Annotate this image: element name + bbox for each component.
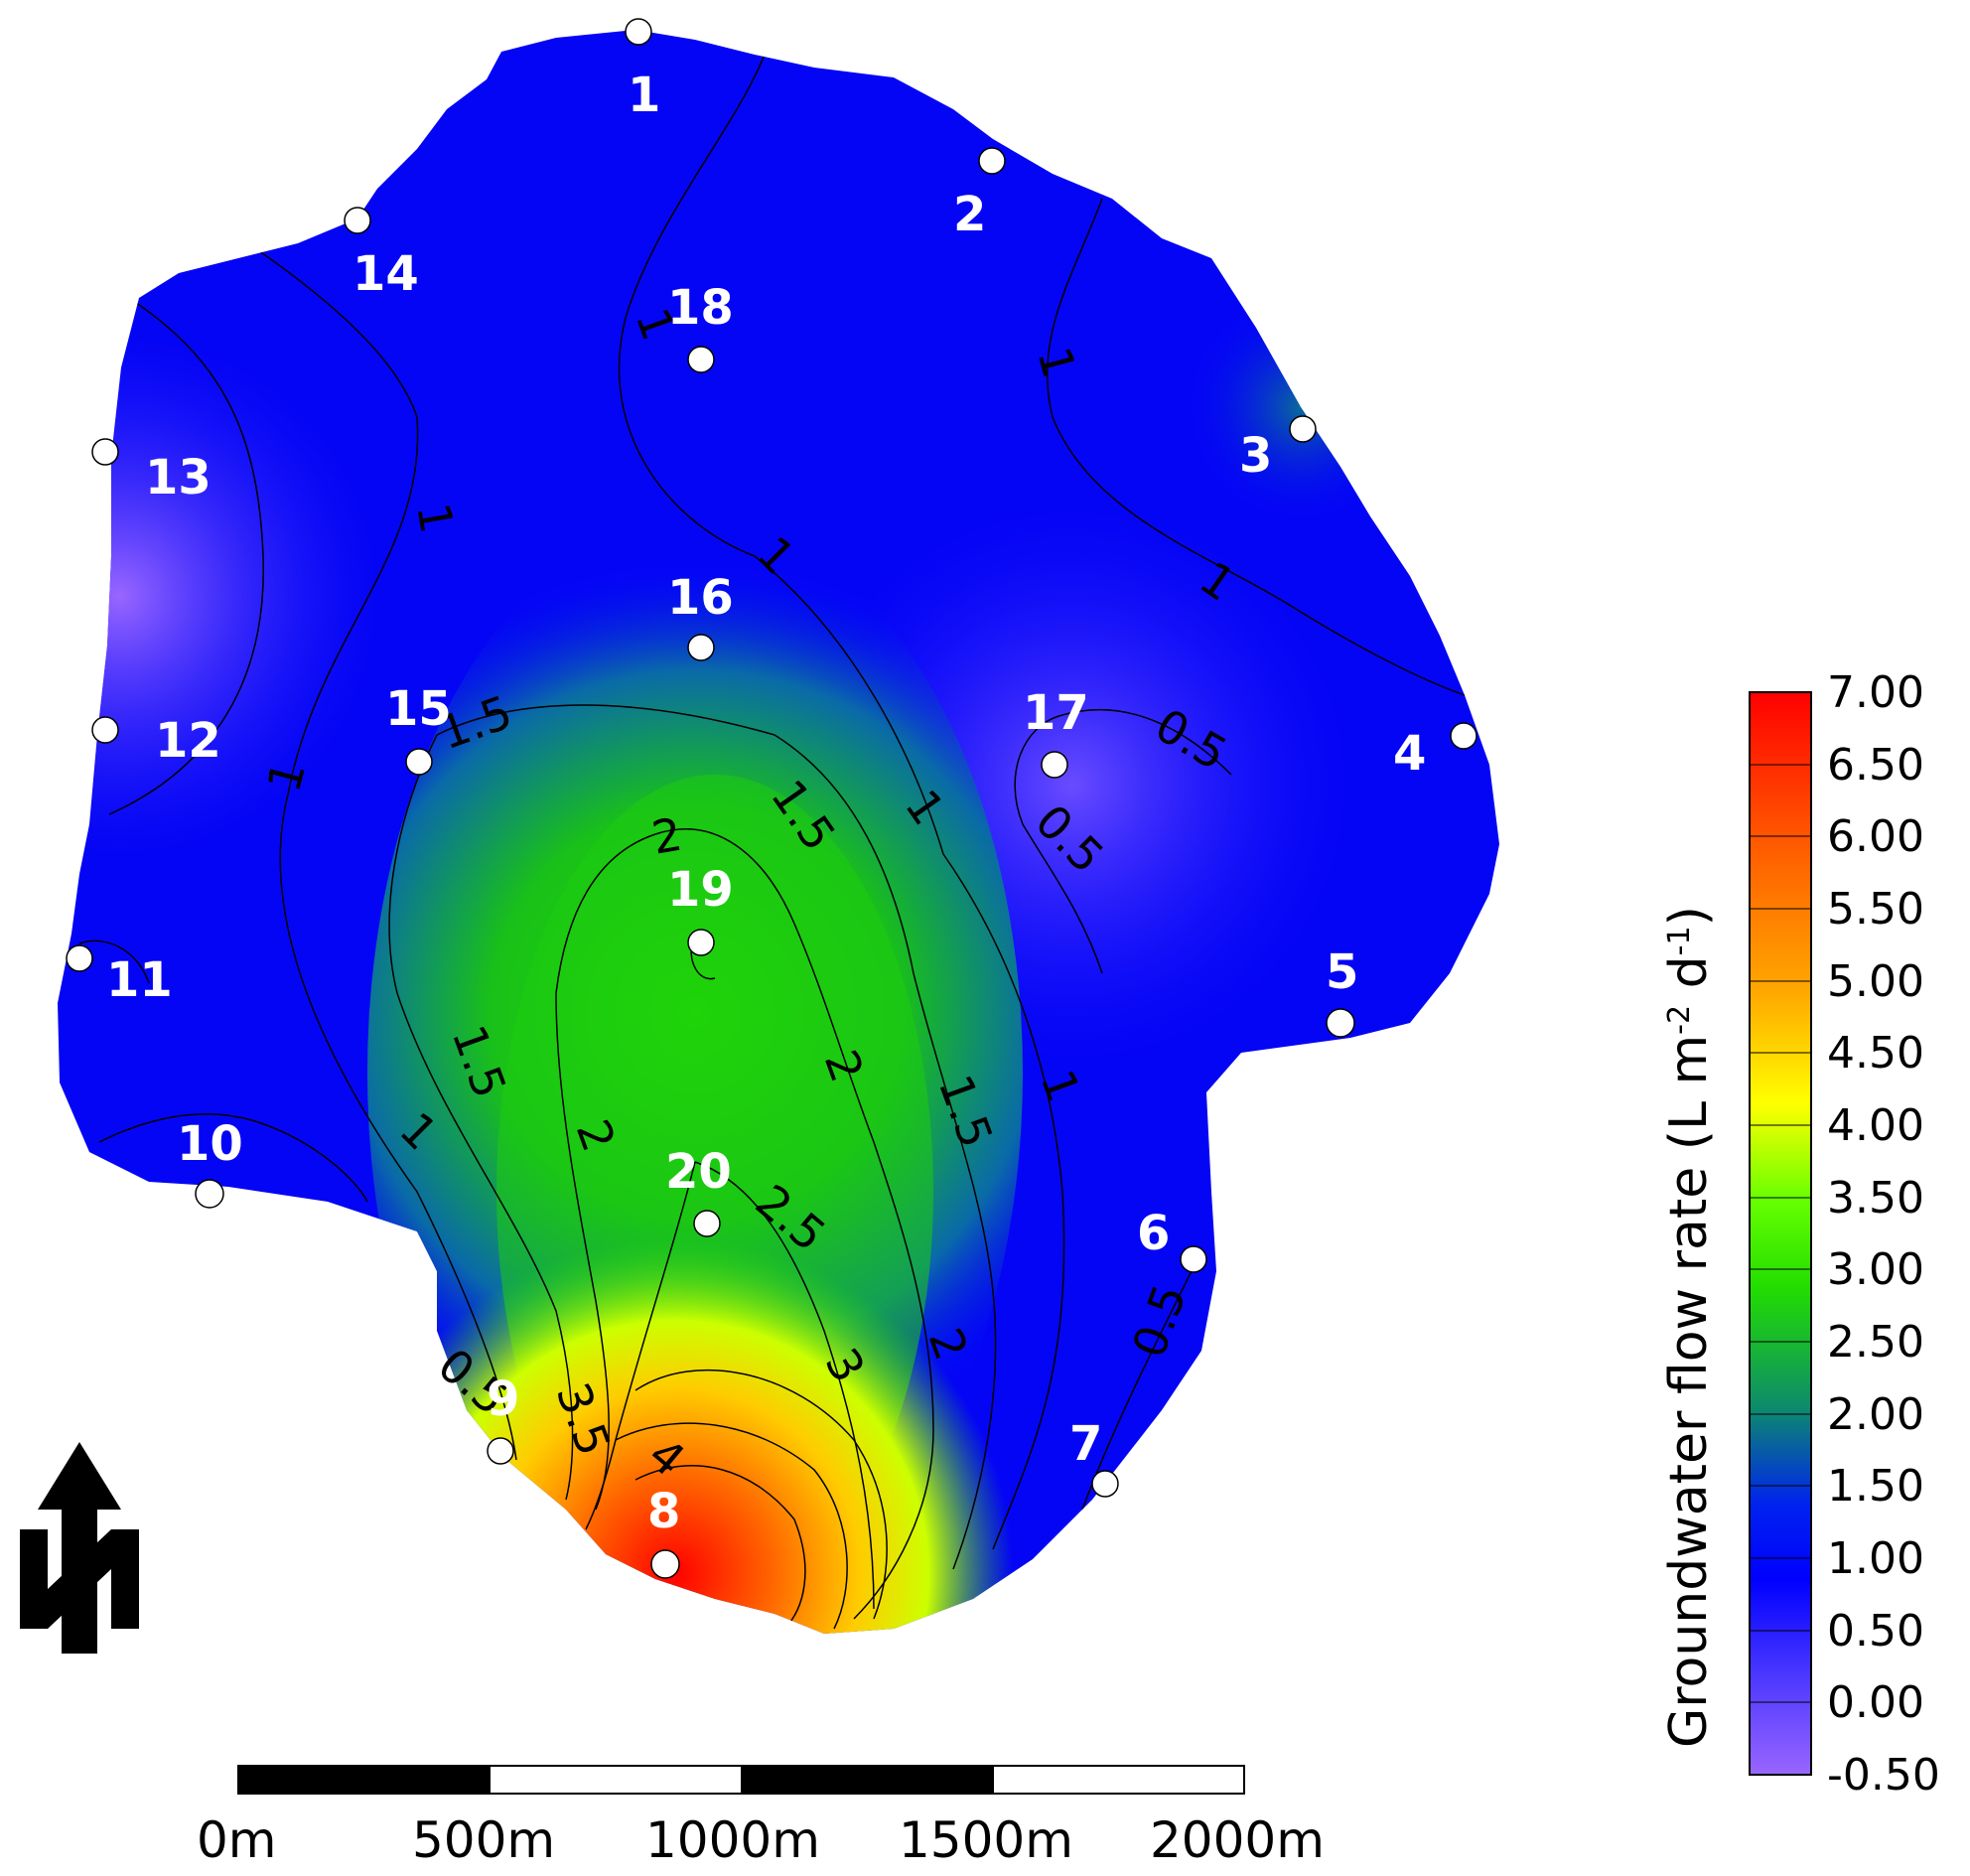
scale-label: 1500m	[899, 1811, 1073, 1869]
site-label: 19	[667, 862, 734, 918]
site-label: 3	[1239, 428, 1272, 484]
site-marker[interactable]: 10	[177, 1116, 243, 1209]
legend-tick-label: 3.50	[1827, 1173, 1924, 1224]
scale-label: 2000m	[1150, 1811, 1325, 1869]
site-marker[interactable]: 14	[344, 207, 419, 302]
scale-label: 1000m	[645, 1811, 820, 1869]
site-marker[interactable]: 1	[625, 18, 660, 123]
site-marker[interactable]: 3	[1239, 415, 1317, 484]
site-label: 5	[1326, 944, 1358, 1000]
contour-lines	[78, 54, 1499, 1630]
site-label: 6	[1137, 1206, 1170, 1261]
site-label: 13	[145, 450, 211, 505]
site-label: 15	[385, 681, 452, 737]
legend-tick-label: 6.00	[1827, 811, 1924, 862]
scale-label: 0m	[197, 1811, 277, 1869]
site-marker[interactable]: 16	[667, 570, 734, 661]
north-arrow-icon	[20, 1442, 139, 1654]
site-label: 20	[665, 1144, 732, 1200]
site-marker[interactable]: 17	[1023, 685, 1089, 779]
site-marker[interactable]: 2	[953, 147, 1006, 242]
site-label: 4	[1393, 726, 1426, 782]
site-label: 17	[1023, 685, 1089, 741]
legend-tick-label: 2.00	[1827, 1389, 1924, 1440]
site-label: 16	[667, 570, 734, 626]
site-label: 8	[647, 1484, 680, 1539]
site-marker[interactable]: 8	[647, 1484, 680, 1579]
scale-label: 500m	[412, 1811, 555, 1869]
site-marker[interactable]: 5	[1326, 944, 1358, 1038]
legend-tick-label: 1.50	[1827, 1461, 1924, 1512]
legend-tick-label: 0.00	[1827, 1677, 1924, 1728]
legend-tick-label: 7.00	[1827, 667, 1924, 718]
site-label: 9	[487, 1371, 519, 1427]
legend-tick-label: 2.50	[1827, 1317, 1924, 1368]
site-label: 11	[106, 952, 173, 1008]
site-label: 10	[177, 1116, 243, 1172]
color-legend: 7.00 6.50 6.00 5.50 5.00 4.50 4.00 3.50 …	[1659, 667, 1940, 1801]
site-marker[interactable]: 19	[667, 862, 734, 956]
site-label: 7	[1069, 1416, 1102, 1472]
site-marker[interactable]: 9	[487, 1371, 519, 1465]
site-marker[interactable]: 13	[91, 438, 211, 505]
site-marker[interactable]: 15	[385, 681, 452, 776]
scale-bar: 0m 500m 1000m 1500m 2000m	[197, 1765, 1325, 1869]
legend-tick-label: 1.00	[1827, 1533, 1924, 1584]
site-marker[interactable]: 6	[1137, 1206, 1207, 1273]
legend-tick-label: 4.50	[1827, 1028, 1924, 1079]
site-marker[interactable]: 20	[665, 1144, 732, 1237]
legend-tick-label: 4.00	[1827, 1100, 1924, 1151]
site-label: 18	[667, 280, 734, 336]
site-marker[interactable]: 4	[1393, 722, 1478, 782]
site-marker[interactable]: 7	[1069, 1416, 1119, 1498]
legend-tick-label: 0.50	[1827, 1606, 1924, 1657]
legend-title: Groundwater flow rate (L m-2 d-1)	[1659, 906, 1719, 1748]
legend-tick-label: -0.50	[1827, 1750, 1940, 1801]
site-marker[interactable]: 12	[91, 713, 221, 769]
site-marker[interactable]: 11	[66, 944, 173, 1008]
legend-tick-label: 5.00	[1827, 956, 1924, 1007]
site-label: 1	[628, 68, 660, 123]
site-label: 14	[352, 246, 419, 302]
site-label: 12	[155, 713, 221, 769]
monitoring-sites: 1 2 3 4 5 6 7 8 9 10 11 12 13 14 15 16 1…	[66, 18, 1478, 1579]
site-marker[interactable]: 18	[667, 280, 734, 373]
legend-tick-label: 5.50	[1827, 884, 1924, 935]
legend-tick-label: 3.00	[1827, 1244, 1924, 1295]
legend-tick-label: 6.50	[1827, 740, 1924, 791]
site-label: 2	[953, 187, 986, 242]
